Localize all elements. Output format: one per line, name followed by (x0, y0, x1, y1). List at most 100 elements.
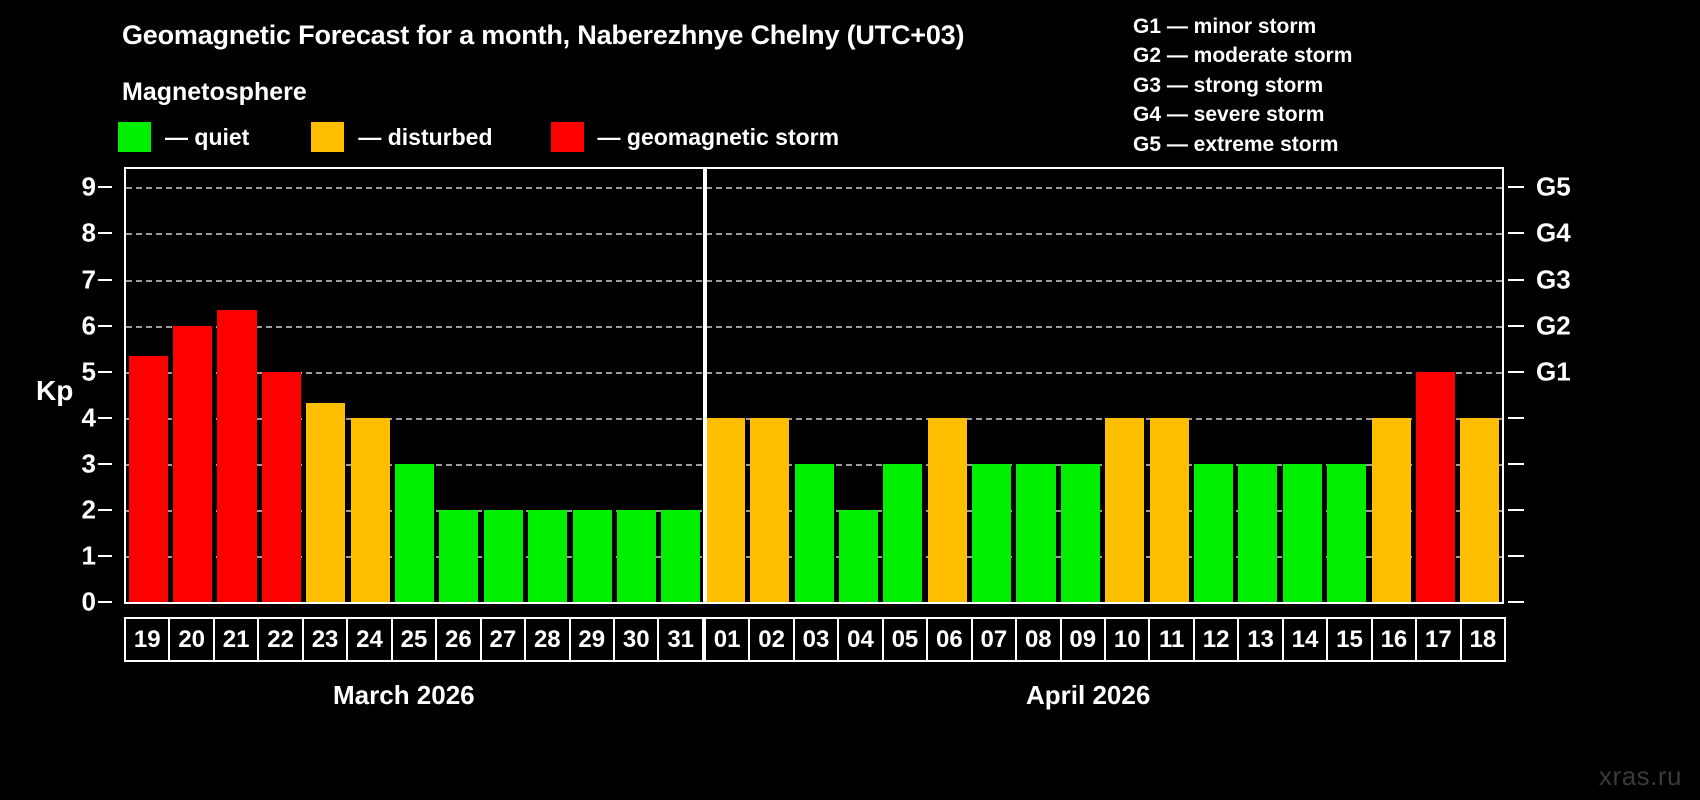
bar-slot[interactable] (792, 169, 836, 602)
day-label-19[interactable]: 19 (124, 617, 171, 662)
day-label-28[interactable]: 28 (524, 617, 571, 662)
bar-slot[interactable] (836, 169, 880, 602)
bar-slot[interactable] (481, 169, 525, 602)
day-label-04[interactable]: 04 (837, 617, 884, 662)
g-tick-mark (1508, 462, 1524, 465)
g-tick-mark (1508, 508, 1524, 511)
bar-slot[interactable] (1147, 169, 1191, 602)
day-label-05[interactable]: 05 (881, 617, 929, 662)
bar-24[interactable] (350, 417, 390, 602)
bar-15[interactable] (1327, 463, 1367, 602)
bar-06[interactable] (927, 417, 967, 602)
bar-slot[interactable] (969, 169, 1013, 602)
bar-slot[interactable] (925, 169, 969, 602)
bar-13[interactable] (1238, 463, 1278, 602)
bar-25[interactable] (395, 463, 435, 602)
day-label-21[interactable]: 21 (212, 617, 260, 662)
day-label-18[interactable]: 18 (1459, 617, 1507, 662)
bar-slot[interactable] (1369, 169, 1413, 602)
bar-21[interactable] (217, 310, 257, 602)
g-tick-mark (1508, 554, 1524, 557)
bar-slot[interactable] (703, 169, 747, 602)
bar-slot[interactable] (348, 169, 392, 602)
bar-19[interactable] (128, 356, 168, 602)
bar-27[interactable] (483, 509, 523, 602)
bar-28[interactable] (528, 509, 568, 602)
day-label-07[interactable]: 07 (970, 617, 1018, 662)
bar-slot[interactable] (614, 169, 658, 602)
day-label-31[interactable]: 31 (657, 617, 704, 662)
day-label-16[interactable]: 16 (1370, 617, 1418, 662)
day-label-25[interactable]: 25 (390, 617, 438, 662)
legend-label-quiet: — quiet (165, 123, 250, 150)
bar-slot[interactable] (1014, 169, 1058, 602)
bar-12[interactable] (1194, 463, 1234, 602)
day-label-29[interactable]: 29 (568, 617, 615, 662)
bar-slot[interactable] (526, 169, 570, 602)
day-label-08[interactable]: 08 (1015, 617, 1062, 662)
day-label-20[interactable]: 20 (168, 617, 215, 662)
day-label-13[interactable]: 13 (1237, 617, 1284, 662)
day-label-22[interactable]: 22 (257, 617, 304, 662)
bar-02[interactable] (750, 417, 790, 602)
bar-17[interactable] (1415, 371, 1456, 602)
bar-29[interactable] (572, 509, 612, 602)
bar-05[interactable] (883, 463, 923, 602)
day-label-23[interactable]: 23 (301, 617, 349, 662)
day-label-27[interactable]: 27 (479, 617, 527, 662)
bar-07[interactable] (972, 463, 1012, 602)
day-label-11[interactable]: 11 (1148, 617, 1195, 662)
bar-slot[interactable] (259, 169, 303, 602)
bar-slot[interactable] (659, 169, 703, 602)
bar-10[interactable] (1105, 417, 1145, 602)
bar-31[interactable] (661, 509, 701, 602)
bar-16[interactable] (1371, 417, 1411, 602)
bar-08[interactable] (1016, 463, 1056, 602)
bar-slot[interactable] (170, 169, 214, 602)
bar-slot[interactable] (126, 169, 170, 602)
bar-slot[interactable] (1458, 169, 1502, 602)
day-label-06[interactable]: 06 (926, 617, 973, 662)
bar-slot[interactable] (1236, 169, 1280, 602)
day-label-24[interactable]: 24 (346, 617, 393, 662)
bar-03[interactable] (794, 463, 834, 602)
y-tick-mark (98, 324, 112, 327)
bar-23[interactable] (306, 402, 346, 602)
bar-slot[interactable] (1325, 169, 1369, 602)
bar-slot[interactable] (392, 169, 436, 602)
g-tick-mark (1508, 601, 1524, 603)
bar-18[interactable] (1460, 417, 1500, 602)
day-label-10[interactable]: 10 (1103, 617, 1151, 662)
bar-11[interactable] (1149, 417, 1189, 602)
bar-slot[interactable] (1058, 169, 1102, 602)
bar-slot[interactable] (1191, 169, 1235, 602)
bar-30[interactable] (616, 509, 657, 602)
day-label-12[interactable]: 12 (1192, 617, 1240, 662)
bar-slot[interactable] (747, 169, 791, 602)
bar-slot[interactable] (304, 169, 348, 602)
gridline (126, 187, 1502, 190)
day-label-15[interactable]: 15 (1326, 617, 1373, 662)
day-label-09[interactable]: 09 (1059, 617, 1106, 662)
bar-01[interactable] (705, 417, 745, 602)
bar-slot[interactable] (437, 169, 481, 602)
bar-04[interactable] (838, 509, 878, 602)
day-label-26[interactable]: 26 (435, 617, 482, 662)
day-label-03[interactable]: 03 (792, 617, 840, 662)
day-label-14[interactable]: 14 (1281, 617, 1329, 662)
bar-09[interactable] (1060, 463, 1100, 602)
bar-slot[interactable] (570, 169, 614, 602)
bar-26[interactable] (439, 509, 479, 602)
day-label-30[interactable]: 30 (612, 617, 660, 662)
bar-22[interactable] (261, 371, 301, 602)
bar-slot[interactable] (215, 169, 259, 602)
bar-slot[interactable] (1103, 169, 1147, 602)
bar-slot[interactable] (1280, 169, 1324, 602)
day-label-01[interactable]: 01 (703, 617, 751, 662)
bar-slot[interactable] (881, 169, 925, 602)
bar-slot[interactable] (1413, 169, 1457, 602)
bar-20[interactable] (173, 325, 213, 602)
day-label-17[interactable]: 17 (1415, 617, 1462, 662)
bar-14[interactable] (1282, 463, 1322, 602)
day-label-02[interactable]: 02 (748, 617, 795, 662)
